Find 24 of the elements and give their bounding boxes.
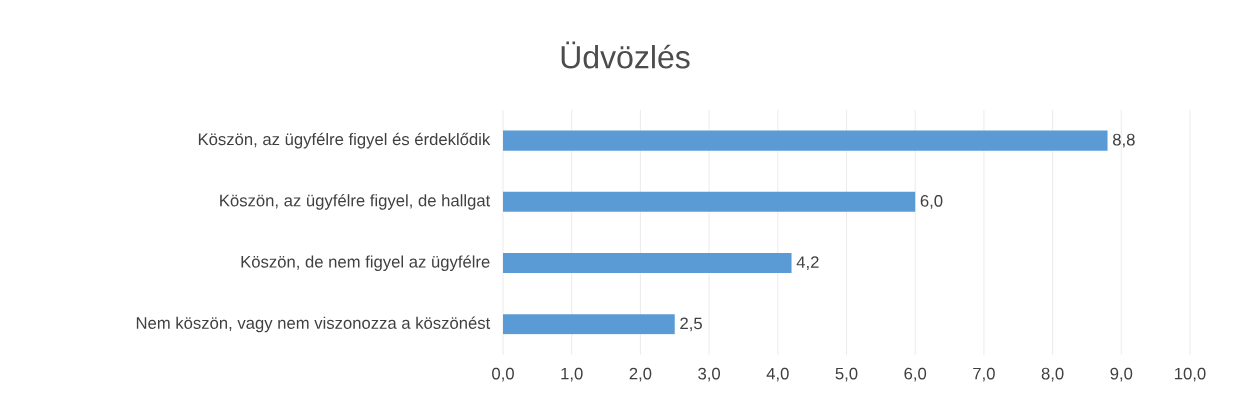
x-tick-label: 4,0 (766, 367, 789, 382)
x-tick-label: 8,0 (1041, 367, 1064, 382)
x-tick-label: 0,0 (492, 367, 514, 382)
bar (503, 253, 792, 274)
data-label: 8,8 (1112, 133, 1135, 148)
x-tick-label: 1,0 (561, 367, 583, 382)
y-tick-label: Köszön, de nem figyel az ügyfélre (241, 255, 490, 271)
x-tick-label: 6,0 (904, 367, 927, 382)
data-label: 2,5 (680, 317, 702, 332)
y-tick-label: Köszön, az ügyfélre figyel, de hallgat (220, 194, 491, 210)
x-tick-label: 10,0 (1175, 367, 1206, 382)
data-label: 6,0 (920, 195, 943, 209)
bar (503, 130, 1108, 151)
x-tick-label: 9,0 (1110, 367, 1133, 382)
y-tick-label: Köszön, az ügyfélre figyel és érdeklődik (198, 132, 491, 149)
x-tick-label: 2,0 (629, 367, 652, 382)
bar (503, 191, 916, 212)
data-label: 4,2 (796, 256, 819, 270)
y-tick-label: Nem köszön, vagy nem viszonozza a köszönést (136, 316, 491, 333)
x-tick-label: 5,0 (835, 367, 858, 382)
x-tick-label: 3,0 (698, 367, 721, 382)
chart-title: Üdvözlés (561, 41, 690, 69)
x-tick-label: 7,0 (973, 367, 995, 382)
bar (503, 314, 675, 335)
